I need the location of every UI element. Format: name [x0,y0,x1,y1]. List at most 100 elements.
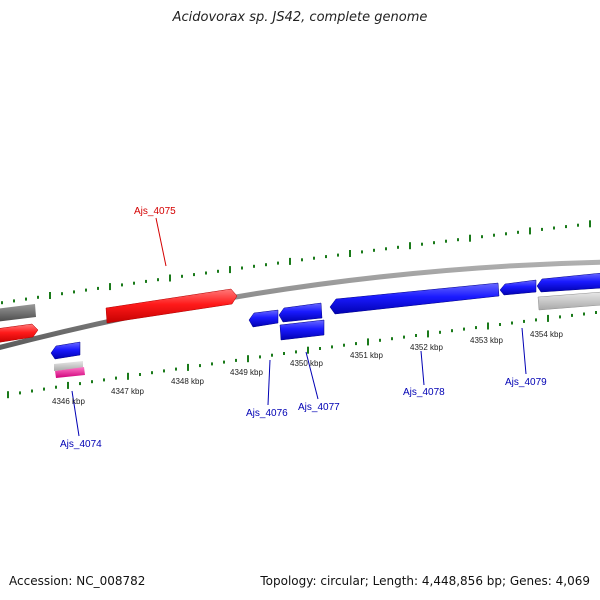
accession-text: Accession: NC_008782 [9,574,146,588]
leader-ajs-4074 [71,390,80,437]
minor-tick [541,227,543,231]
major-tick [229,266,231,274]
minor-tick [277,261,279,265]
minor-tick [37,295,39,299]
major-tick [487,322,489,330]
minor-tick [157,278,159,282]
gene-label-ajs-4076[interactable]: Ajs_4076 [246,408,288,419]
gene-ajs-4074[interactable] [50,341,81,360]
leader-ajs-4077 [305,351,319,400]
gene-label-ajs-4079[interactable]: Ajs_4079 [505,377,547,388]
gene-ajs-4078[interactable] [329,282,500,315]
gene-label-ajs-4074[interactable]: Ajs_4074 [60,439,102,450]
minor-tick [145,279,147,283]
minor-tick [571,313,573,317]
minor-tick [13,299,15,303]
minor-tick [271,353,273,357]
major-tick [589,220,591,228]
minor-tick [211,362,213,366]
minor-tick [19,391,21,395]
genome-summary-text: Topology: circular; Length: 4,448,856 bp… [260,574,590,588]
minor-tick [583,312,585,316]
minor-tick [361,250,363,254]
minor-tick [181,274,183,278]
minor-tick [325,255,327,259]
minor-tick [475,326,477,330]
gene-pink-small[interactable] [55,367,85,378]
gene-ajs-4075[interactable] [105,288,238,324]
minor-tick [193,273,195,277]
leader-ajs-4076 [267,359,271,406]
gene-red-left[interactable] [0,323,39,343]
gene-grey-left[interactable] [0,304,36,322]
minor-tick [355,342,357,346]
tick-label-4346: 4346 kbp [52,397,85,406]
major-tick [109,283,111,291]
gene-label-ajs-4077[interactable]: Ajs_4077 [298,402,340,413]
tick-label-4348: 4348 kbp [171,377,204,386]
minor-tick [61,292,63,296]
gene-light-grey-right[interactable] [537,291,600,311]
minor-tick [493,233,495,237]
gene-ajs-4079[interactable] [499,279,537,296]
gene-ajs-4077-b[interactable] [279,319,325,341]
minor-tick [559,315,561,319]
minor-tick [97,286,99,290]
minor-tick [115,376,117,380]
minor-tick [505,232,507,236]
minor-tick [553,226,555,230]
map-title: Acidovorax sp. JS42, complete genome [172,10,428,25]
minor-tick [103,378,105,382]
minor-tick [331,345,333,349]
major-tick [349,250,351,257]
minor-tick [235,358,237,362]
minor-tick [523,319,525,323]
gene-ajs-4077-a[interactable] [278,302,323,323]
minor-tick [343,343,345,347]
minor-tick [565,225,567,229]
minor-tick [43,387,45,391]
gene-label-ajs-4078[interactable]: Ajs_4078 [403,387,445,398]
minor-tick [175,367,177,371]
gene-ajs-4076[interactable] [248,309,279,328]
minor-tick [433,241,435,245]
leader-ajs-4078 [420,350,425,386]
minor-tick [241,266,243,270]
tick-label-4350: 4350 kbp [290,359,323,368]
minor-tick [139,373,141,376]
major-tick [367,338,369,346]
tick-label-4349: 4349 kbp [230,368,263,377]
minor-tick [85,288,87,292]
tick-label-4351: 4351 kbp [350,351,383,360]
leader-ajs-4079 [521,327,527,375]
minor-tick [1,301,3,305]
major-tick [169,274,171,282]
minor-tick [415,334,417,337]
minor-tick [445,239,447,243]
lower-tick-row [7,311,597,399]
major-tick [67,381,69,389]
gene-label-ajs-4075[interactable]: Ajs_4075 [134,206,176,217]
gene-blue-right[interactable] [536,272,600,293]
minor-tick [55,385,57,389]
minor-tick [223,360,225,364]
tick-label-4352: 4352 kbp [410,343,443,352]
minor-tick [295,350,297,354]
major-tick [247,355,249,363]
minor-tick [439,330,441,334]
minor-tick [79,382,81,386]
minor-tick [151,371,153,375]
minor-tick [163,369,165,373]
minor-tick [199,364,201,368]
minor-tick [499,323,501,326]
major-tick [127,372,129,380]
tick-label-4353: 4353 kbp [470,336,503,345]
minor-tick [253,264,255,268]
minor-tick [73,290,75,294]
major-tick [409,242,411,250]
minor-tick [421,242,423,246]
minor-tick [91,380,93,384]
minor-tick [319,347,321,350]
minor-tick [205,271,207,275]
